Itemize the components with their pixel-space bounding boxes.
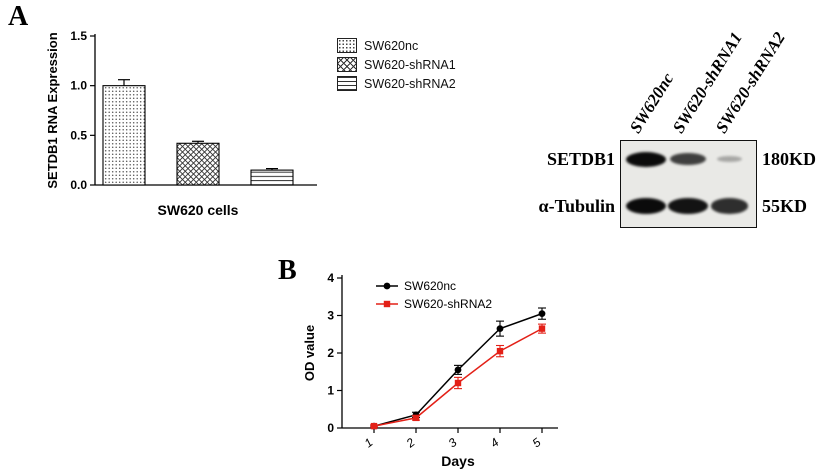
hlines-pattern-swatch-icon [337, 76, 357, 91]
x-tick-label: 3 [446, 435, 460, 450]
blot-size-label: 180KD [762, 149, 816, 169]
marker-square [370, 422, 378, 430]
y-axis-label: OD value [302, 325, 317, 381]
legend-label: SW620-shRNA2 [364, 76, 456, 91]
y-tick-label: 1.0 [70, 79, 87, 93]
bar-SW620-shRNA1 [176, 142, 220, 186]
panel-a-label: A [8, 1, 29, 32]
blot-band [626, 151, 667, 167]
x-tick-label: 2 [403, 435, 418, 451]
marker-circle [538, 310, 546, 318]
x-tick-label: 4 [488, 435, 502, 450]
legend-label: SW620-shRNA2 [404, 297, 492, 311]
y-tick-label: 1.5 [70, 29, 87, 43]
blot-band [716, 155, 743, 163]
y-tick-label: 0 [327, 421, 334, 435]
blot-band [626, 198, 667, 214]
bar-SW620nc [102, 85, 146, 186]
y-axis-label: SETDB1 RNA Expression [45, 32, 60, 188]
legend-item-sw620nc: SW620nc [337, 36, 456, 55]
blot-protein-label: SETDB1 [546, 149, 615, 169]
rna-expression-bar-chart: 0.0 0.5 1.0 1.5 SETDB1 RNA Expression SW620 c… [45, 29, 317, 218]
bar-chart-legend: SW620nc SW620-shRNA1 SW620-shRNA2 [337, 36, 456, 93]
blot-size-label: 55KD [762, 196, 807, 216]
marker-square [412, 414, 420, 422]
legend-label: SW620nc [364, 38, 419, 53]
marker-square [538, 325, 546, 332]
legend-label: SW620nc [404, 279, 456, 293]
legend-item-shrna1: SW620-shRNA1 [337, 55, 456, 74]
marker-square [496, 347, 504, 355]
od-value-line-chart: 0 1 2 3 4 1 2 3 4 5 SW620nc SW620-shRNA2 OD value Day… [302, 271, 558, 469]
blot-band [670, 153, 706, 165]
marker-circle [454, 366, 462, 374]
y-tick-label: 3 [327, 309, 334, 323]
x-tick-label: 1 [362, 435, 376, 450]
western-blot-image [620, 140, 757, 228]
y-tick-label: 2 [327, 346, 334, 360]
y-tick-label: 1 [327, 384, 334, 398]
x-tick-label: 5 [530, 435, 544, 450]
blot-band [711, 198, 748, 214]
blot-protein-label: α-Tubulin [538, 196, 615, 216]
bar-SW620-shRNA2 [250, 169, 294, 186]
y-tick-label: 0.5 [70, 128, 87, 142]
dots-pattern-swatch-icon [337, 38, 357, 53]
panel-b-label: B [278, 255, 297, 286]
marker-square [383, 300, 391, 308]
y-tick-label: 4 [327, 271, 334, 285]
crosshatch-pattern-swatch-icon [337, 57, 357, 72]
legend-label: SW620-shRNA1 [364, 57, 456, 72]
marker-square [454, 379, 462, 387]
x-axis-label: SW620 cells [158, 202, 239, 218]
legend-item-shrna2: SW620-shRNA2 [337, 74, 456, 93]
marker-circle [496, 325, 504, 333]
x-axis-label: Days [441, 453, 475, 469]
marker-circle [383, 282, 391, 290]
blot-band [668, 198, 708, 214]
y-tick-label: 0.0 [70, 178, 87, 192]
